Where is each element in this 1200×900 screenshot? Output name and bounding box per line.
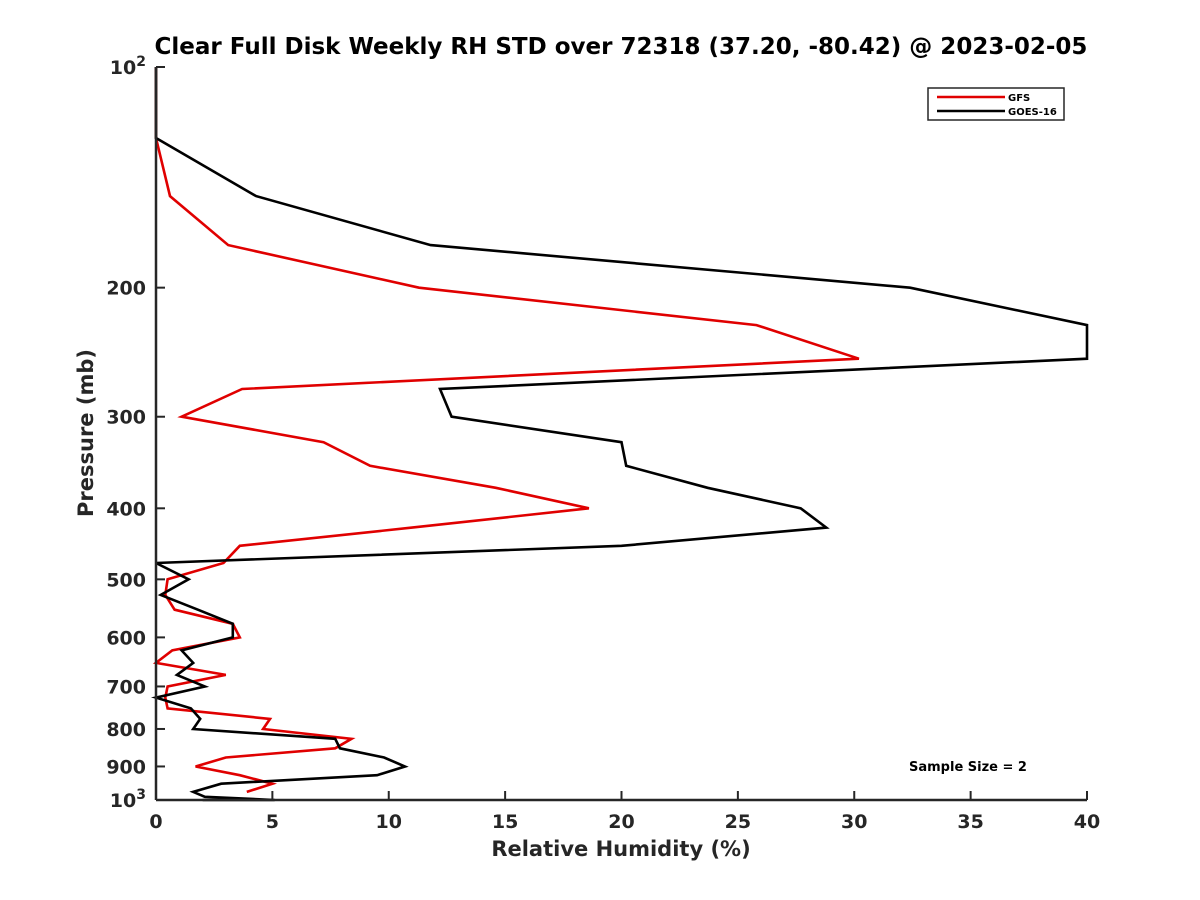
series-layer bbox=[150, 67, 1089, 802]
legend-label-goes16: GOES-16 bbox=[1008, 107, 1057, 118]
x-tick-label: 0 bbox=[149, 811, 162, 833]
y-tick-label: 300 bbox=[106, 407, 146, 429]
y-tick-label: 800 bbox=[106, 719, 146, 741]
y-tick-label: 400 bbox=[106, 498, 146, 520]
x-axis-label: Relative Humidity (%) bbox=[491, 837, 750, 861]
x-tick-label: 20 bbox=[608, 811, 634, 833]
x-tick-label: 35 bbox=[957, 811, 983, 833]
y-tick-label: 600 bbox=[106, 627, 146, 649]
y-axis-label: Pressure (mb) bbox=[74, 349, 98, 517]
x-tick-label: 15 bbox=[492, 811, 518, 833]
legend-label-gfs: GFS bbox=[1008, 93, 1030, 104]
x-tick-label: 40 bbox=[1074, 811, 1100, 833]
legend: GFS GOES-16 bbox=[927, 87, 1065, 121]
series-line-goes16 bbox=[150, 67, 1089, 802]
x-ticks: 0 5 10 15 20 25 30 35 40 bbox=[149, 791, 1100, 833]
y-ticks: 102 200 300 400 500 600 700 800 900 103 bbox=[106, 54, 165, 812]
y-tick-label: 900 bbox=[106, 756, 146, 778]
x-tick-label: 5 bbox=[266, 811, 279, 833]
y-tick-label: 102 bbox=[110, 54, 146, 79]
y-tick-label: 200 bbox=[106, 278, 146, 300]
y-tick-label: 500 bbox=[106, 569, 146, 591]
sample-size-annotation: Sample Size = 2 bbox=[909, 760, 1027, 775]
series-line-gfs bbox=[152, 67, 860, 794]
x-tick-label: 10 bbox=[376, 811, 402, 833]
legend-box bbox=[927, 87, 1065, 121]
y-tick-label: 103 bbox=[110, 787, 146, 812]
chart-title: Clear Full Disk Weekly RH STD over 72318… bbox=[155, 34, 1088, 60]
x-tick-label: 25 bbox=[725, 811, 751, 833]
x-tick-label: 30 bbox=[841, 811, 867, 833]
y-tick-label: 700 bbox=[106, 676, 146, 698]
